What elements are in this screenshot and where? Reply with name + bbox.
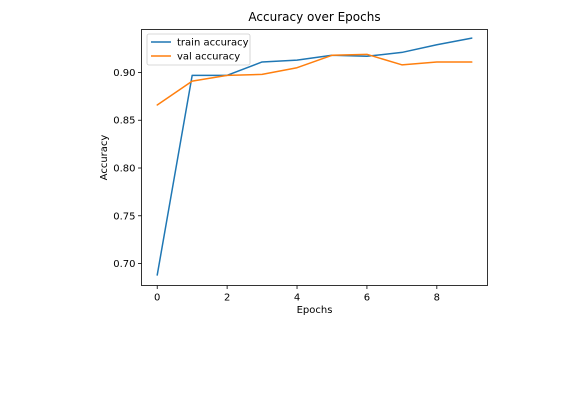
y-tick-label: 0.70 — [113, 259, 135, 270]
x-tick-label: 4 — [294, 293, 300, 304]
x-tick-label: 2 — [224, 293, 230, 304]
chart-title: Accuracy over Epochs — [248, 10, 380, 24]
x-axis-label: Epochs — [297, 305, 333, 316]
y-tick-label: 0.90 — [113, 68, 135, 79]
series-line-train-accuracy — [156, 37, 473, 276]
y-tick-label: 0.75 — [113, 211, 135, 222]
x-axis: 0 2 4 6 8 — [154, 285, 440, 304]
plot-area — [141, 29, 488, 286]
legend-label-train: train accuracy — [177, 38, 249, 49]
y-axis-label: Accuracy — [99, 135, 110, 181]
y-tick-label: 0.80 — [113, 164, 135, 175]
x-tick-label: 8 — [434, 293, 440, 304]
legend-box — [146, 33, 251, 66]
legend-label-val: val accuracy — [177, 52, 240, 63]
y-tick-label: 0.85 — [113, 116, 135, 127]
legend: train accuracy val accuracy — [146, 33, 251, 66]
y-axis: 0.70 0.75 0.80 0.85 0.90 — [113, 68, 142, 270]
series-line-val-accuracy — [156, 53, 473, 106]
series-layer — [156, 37, 473, 276]
x-tick-label: 6 — [364, 293, 370, 304]
x-tick-label: 0 — [154, 293, 160, 304]
